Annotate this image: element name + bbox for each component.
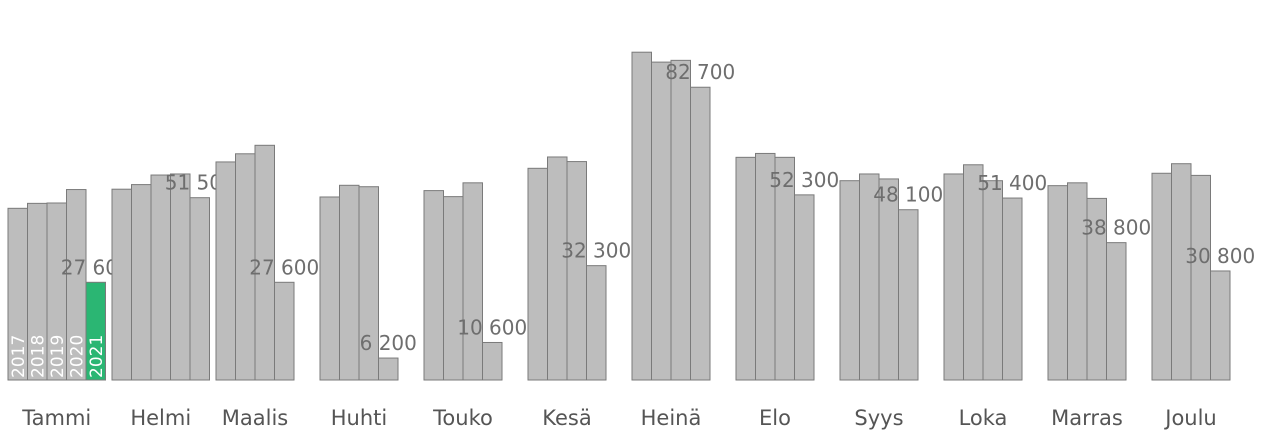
- month-label-touko: Touko: [432, 406, 493, 430]
- value-label-syys: 48 100: [873, 183, 943, 207]
- bar-marras-2017: [1047, 185, 1068, 381]
- month-label-tammi: Tammi: [21, 406, 91, 430]
- month-label-maalis: Maalis: [222, 406, 288, 430]
- year-label-2017: 2017: [9, 335, 29, 378]
- value-label-maalis: 27 600: [249, 255, 319, 279]
- value-label-joulu: 30 800: [1185, 244, 1255, 268]
- bar-maalis-2019: [254, 144, 275, 381]
- bar-huhti-2019: [358, 186, 379, 381]
- bar-touko-2019: [462, 182, 483, 381]
- month-label-heinä: Heinä: [641, 406, 702, 430]
- bar-elo-2017: [735, 156, 756, 381]
- bar-marras-2018: [1067, 182, 1088, 381]
- bar-syys-2021: [898, 209, 919, 381]
- bar-joulu-2017: [1151, 172, 1172, 381]
- bar-joulu-2021: [1210, 270, 1231, 381]
- bar-heinä-2017: [631, 51, 652, 381]
- bar-heinä-2019: [670, 59, 691, 381]
- bar-huhti-2021: [378, 357, 399, 381]
- bar-helmi-2017: [111, 188, 132, 381]
- bar-heinä-2018: [651, 61, 672, 381]
- month-label-elo: Elo: [759, 406, 791, 430]
- bar-heinä-2021: [690, 86, 711, 381]
- bar-helmi-2018: [131, 184, 152, 381]
- bar-kesä-2018: [547, 156, 568, 381]
- month-label-huhti: Huhti: [331, 406, 387, 430]
- bar-touko-2017: [423, 190, 444, 381]
- bar-elo-2021: [794, 194, 815, 381]
- bar-helmi-2020: [170, 173, 191, 381]
- bar-kesä-2019: [566, 161, 587, 381]
- bar-touko-2018: [443, 196, 464, 381]
- year-label-2021: 2021: [87, 335, 107, 378]
- bar-loka-2018: [963, 164, 984, 381]
- month-label-marras: Marras: [1051, 406, 1123, 430]
- bar-helmi-2021: [189, 197, 210, 381]
- bar-loka-2017: [943, 173, 964, 381]
- bar-huhti-2018: [339, 184, 360, 381]
- bar-kesä-2017: [527, 167, 548, 381]
- month-label-kesä: Kesä: [542, 406, 591, 430]
- value-label-loka: 51 400: [977, 171, 1047, 195]
- month-label-loka: Loka: [959, 406, 1008, 430]
- bar-loka-2021: [1002, 197, 1023, 381]
- bar-marras-2021: [1106, 242, 1127, 381]
- value-label-elo: 52 300: [769, 168, 839, 192]
- month-label-joulu: Joulu: [1163, 406, 1217, 430]
- bar-kesä-2021: [586, 265, 607, 381]
- bar-syys-2017: [839, 180, 860, 381]
- bar-huhti-2017: [319, 196, 340, 381]
- bar-helmi-2019: [150, 174, 171, 381]
- month-label-helmi: Helmi: [130, 406, 191, 430]
- bar-syys-2019: [878, 178, 899, 381]
- bar-joulu-2018: [1171, 163, 1192, 381]
- month-label-syys: Syys: [854, 406, 903, 430]
- value-label-huhti: 6 200: [360, 331, 417, 355]
- bar-touko-2021: [482, 341, 503, 381]
- bar-joulu-2019: [1190, 174, 1211, 381]
- value-label-marras: 38 800: [1081, 216, 1151, 240]
- bar-tammi-2021: [85, 281, 106, 381]
- bar-maalis-2017: [215, 161, 236, 381]
- value-label-touko: 10 600: [457, 315, 527, 339]
- year-label-2018: 2018: [28, 335, 48, 378]
- year-label-2020: 2020: [67, 335, 87, 378]
- value-label-kesä: 32 300: [561, 239, 631, 263]
- bar-maalis-2021: [274, 281, 295, 381]
- bar-loka-2019: [982, 180, 1003, 381]
- value-label-heinä: 82 700: [665, 60, 735, 84]
- year-label-2019: 2019: [48, 335, 68, 378]
